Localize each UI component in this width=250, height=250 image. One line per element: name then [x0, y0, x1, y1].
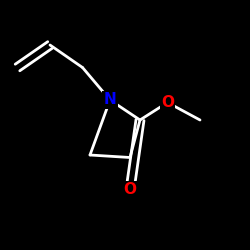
Text: N: N: [104, 92, 117, 108]
Text: O: O: [124, 182, 136, 198]
Text: O: O: [161, 95, 174, 110]
